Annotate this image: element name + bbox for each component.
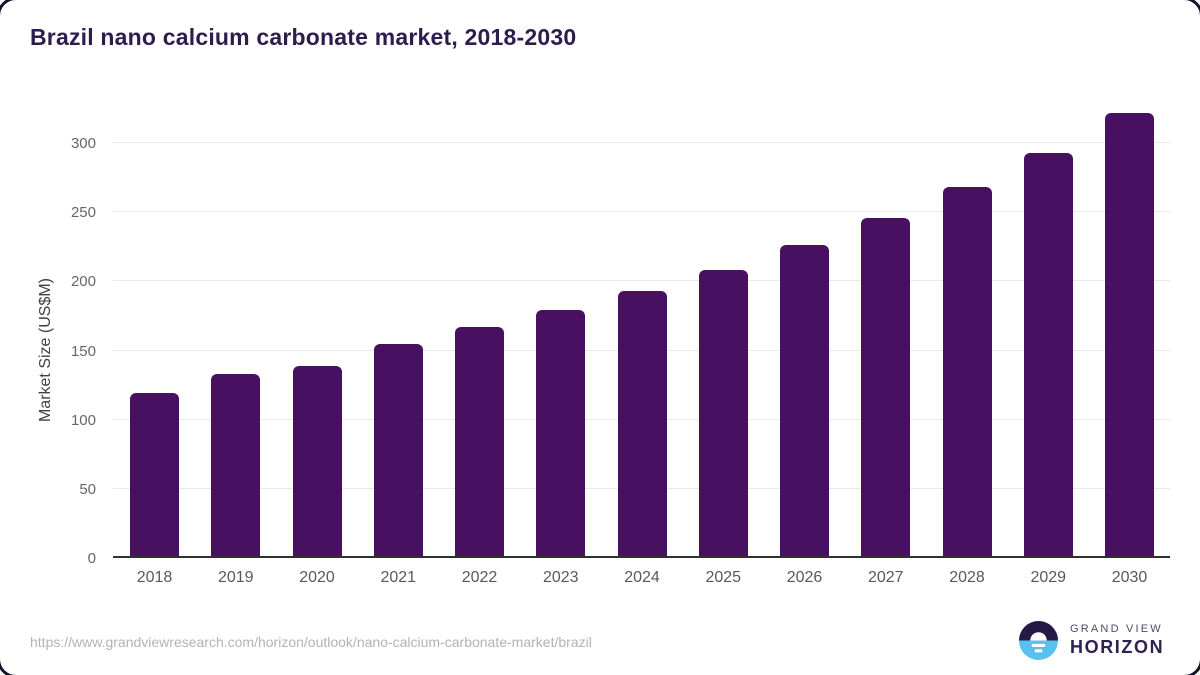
x-tick-label-2023: 2023 [542,569,579,586]
bar-2020 [292,365,342,558]
plot-area: 0 50 100 150 200 250 300 2018 2019 2020 2021 2022 20… [71,100,1170,586]
brand-name-bottom: HORIZON [1070,637,1165,657]
gridline-300 [113,142,1170,143]
bar-2027 [861,217,911,558]
source-url: https://www.grandviewresearch.com/horizo… [30,634,592,650]
x-tick-label-2026: 2026 [786,569,823,586]
y-tick-label-0: 0 [87,550,96,567]
x-tick-label-2025: 2025 [705,569,742,586]
bar-2018 [130,393,179,558]
bar-2025 [698,270,748,558]
x-tick-label-2024: 2024 [624,569,660,586]
brand-wordmark: GRAND VIEW HORIZON [1070,623,1164,658]
y-tick-label-200: 200 [70,273,96,291]
bar-2019 [211,374,261,558]
brand-name-top: GRAND VIEW [1070,623,1163,635]
bar-2024 [617,291,667,558]
x-tick-label-2030: 2030 [1111,569,1148,586]
x-tick-label-2019: 2019 [217,569,254,586]
y-tick-label-100: 100 [70,411,96,429]
gridline-200 [113,280,1170,282]
x-tick-label-2028: 2028 [949,569,985,586]
bar-2021 [373,343,423,558]
y-tick-label-250: 250 [70,204,96,222]
x-tick-label-2020: 2020 [299,569,335,586]
bar-2029 [1023,152,1073,558]
x-axis-line [113,556,1170,558]
gridline-250 [113,211,1170,213]
x-tick-label-2029: 2029 [1030,569,1067,586]
bar-2028 [942,187,992,558]
bar-2030 [1105,112,1154,558]
y-tick-label-150: 150 [70,342,96,360]
x-tick-label-2018: 2018 [136,569,173,586]
chart-title: Brazil nano calcium carbonate market, 20… [30,24,577,50]
bar-2026 [780,245,829,558]
x-tick-label-2027: 2027 [867,569,904,586]
y-tick-label-300: 300 [70,135,96,152]
y-tick-label-50: 50 [79,480,96,498]
horizon-sun-logo-icon [1019,621,1058,660]
brand-logo: GRAND VIEW HORIZON [1019,621,1164,660]
bar-2022 [455,326,504,558]
x-tick-label-2022: 2022 [461,569,498,586]
x-tick-label-2021: 2021 [380,569,417,586]
bar-2023 [536,310,586,558]
